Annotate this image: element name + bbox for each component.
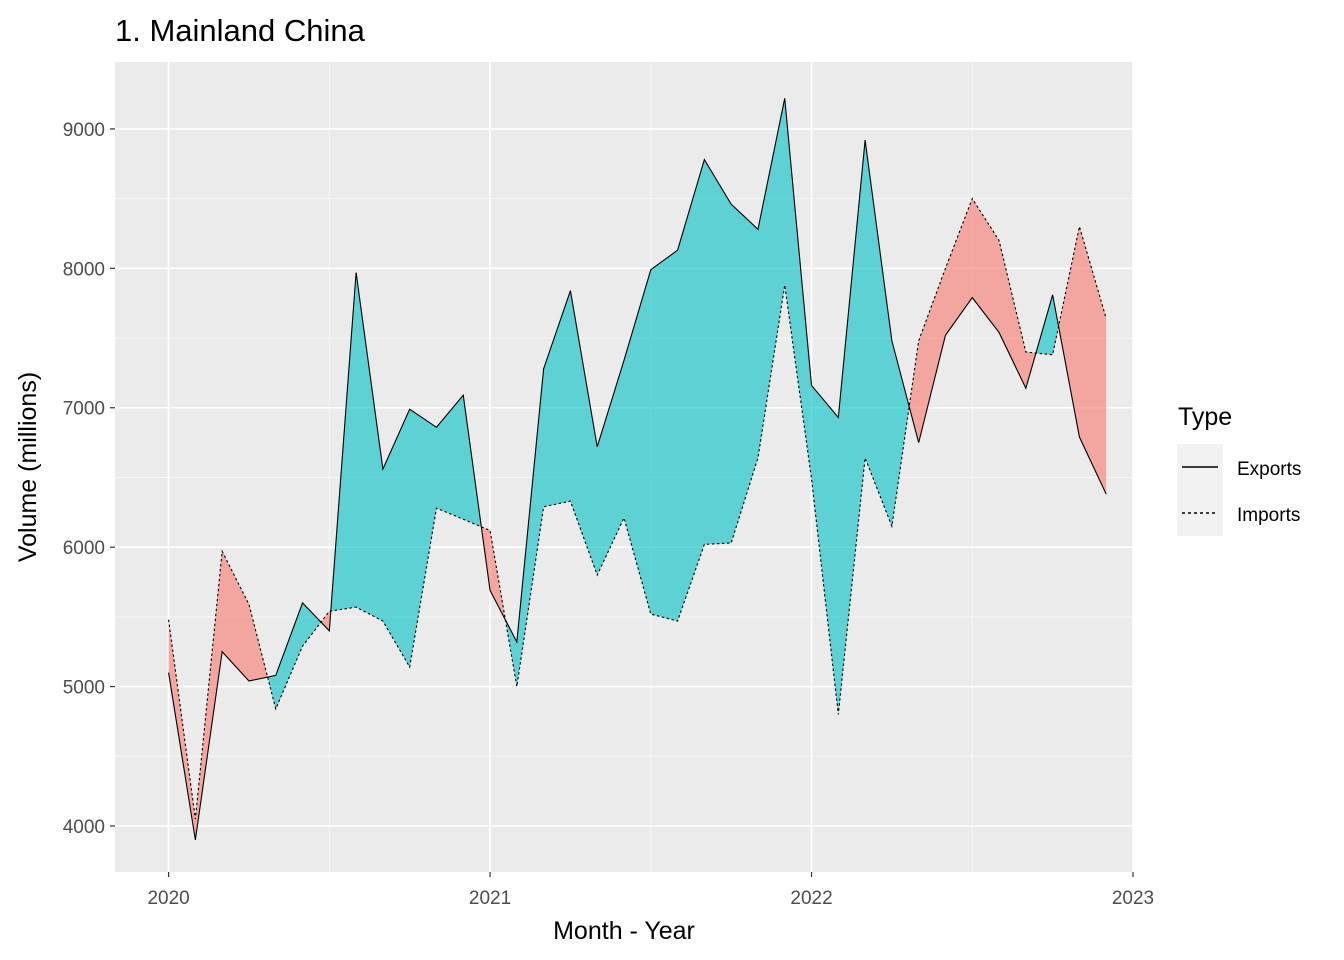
x-tick-label: 2021 xyxy=(469,888,511,909)
y-axis-title: Volume (millions) xyxy=(14,372,42,562)
x-axis-title: Month - Year xyxy=(553,917,695,945)
ribbon-fills xyxy=(168,98,1107,840)
series-lines xyxy=(168,98,1107,841)
major-gridlines xyxy=(115,62,1134,872)
y-tick-label: 9000 xyxy=(63,120,105,141)
legend-label-imports: Imports xyxy=(1237,505,1300,526)
series-line-exports xyxy=(168,98,1107,841)
y-tick-label: 5000 xyxy=(63,678,105,699)
legend: Type Exports Imports xyxy=(1177,403,1301,536)
y-axis: 4000 5000 6000 7000 8000 9000 xyxy=(63,120,115,838)
y-tick-label: 7000 xyxy=(63,399,105,420)
ribbon-imports-higher xyxy=(909,198,1036,443)
ribbon-imports-higher xyxy=(168,551,268,840)
x-axis: 2020 2021 2022 2023 xyxy=(147,872,1154,909)
y-tick-label: 4000 xyxy=(63,817,105,838)
ribbon-exports-higher xyxy=(267,602,321,709)
ribbon-exports-higher xyxy=(1035,294,1059,355)
ribbon-exports-higher xyxy=(505,98,910,715)
chart-title: 1. Mainland China xyxy=(115,13,366,48)
x-tick-label: 2020 xyxy=(147,888,189,909)
ribbon-imports-higher xyxy=(481,526,506,620)
x-tick-label: 2023 xyxy=(1112,888,1154,909)
legend-title: Type xyxy=(1178,403,1232,431)
series-line-imports xyxy=(168,197,1107,820)
x-tick-label: 2022 xyxy=(790,888,832,909)
ribbon-exports-higher xyxy=(330,272,482,668)
y-tick-label: 8000 xyxy=(63,259,105,280)
ribbon-imports-higher xyxy=(1058,226,1107,495)
y-tick-label: 6000 xyxy=(63,538,105,559)
ribbon-imports-higher xyxy=(320,611,331,631)
legend-label-exports: Exports xyxy=(1237,459,1301,480)
